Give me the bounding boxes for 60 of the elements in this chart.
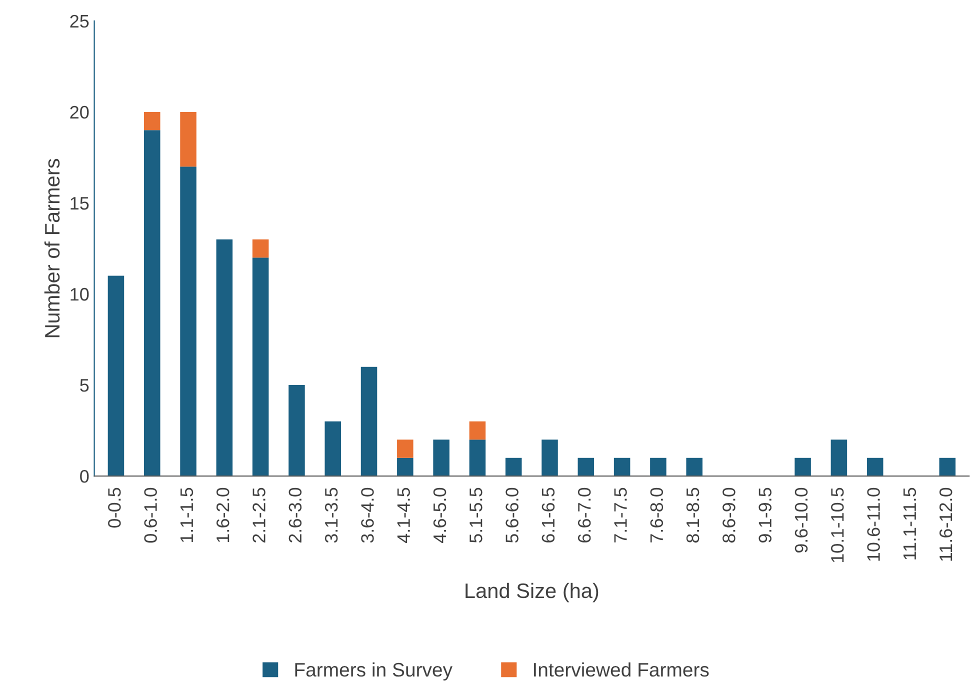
bar	[180, 166, 196, 476]
bar	[144, 112, 160, 130]
x-tick-label: 4.6-5.0	[433, 488, 446, 543]
bar	[216, 239, 233, 476]
x-tick-label: 1.1-1.5	[180, 488, 194, 542]
bar	[505, 458, 522, 476]
bar	[288, 385, 305, 476]
bar	[794, 458, 811, 476]
bar	[324, 421, 341, 476]
bar	[397, 458, 414, 476]
x-axis-title: Land Size (ha)	[466, 582, 598, 602]
x-tick-label: 0.6-1.0	[144, 488, 157, 543]
x-tick-label: 3.1-3.5	[324, 488, 338, 543]
bar	[686, 458, 702, 476]
y-tick-label: 0	[80, 470, 89, 483]
y-tick-label: 20	[70, 106, 89, 119]
x-tick-label: 11.1-11.5	[903, 488, 916, 560]
bar	[542, 440, 558, 476]
x-tick-label: 1.6-2.0	[216, 488, 230, 542]
bar	[252, 258, 269, 476]
x-tick-label: 6.6-7.0	[578, 488, 591, 542]
x-tick-label: 5.1-5.5	[470, 488, 482, 543]
bar	[469, 421, 486, 440]
bar	[180, 112, 196, 167]
y-tick-label: 10	[70, 288, 89, 301]
x-tick-label: 5.6-6.0	[506, 488, 518, 543]
bar	[108, 276, 124, 476]
legend-label: Farmers in Survey	[295, 662, 452, 680]
bar	[650, 458, 666, 476]
y-axis-title: Number of Farmers	[44, 158, 60, 338]
bar	[469, 440, 486, 476]
bar	[866, 458, 884, 476]
y-tick-label: 5	[80, 379, 89, 392]
bar	[252, 239, 269, 258]
x-tick-label: 9.1-9.5	[758, 488, 772, 543]
x-tick-label: 0-0.5	[108, 488, 121, 528]
bar	[578, 458, 594, 476]
legend-label: Interviewed Farmers	[534, 662, 709, 677]
x-tick-label: 2.1-2.5	[252, 488, 266, 542]
bar	[397, 440, 414, 458]
y-tick-label: 15	[70, 197, 89, 210]
x-tick-label: 10.6-11.0	[867, 488, 880, 561]
x-tick-label: 3.6-4.0	[361, 488, 374, 543]
x-tick-label: 11.6-12.0	[939, 488, 952, 561]
x-tick-label: 2.6-3.0	[288, 488, 302, 542]
x-tick-label: 9.6-10.0	[794, 488, 808, 553]
x-tick-label: 8.6-9.0	[722, 488, 736, 543]
bar	[144, 130, 160, 476]
y-tick-label: 25	[70, 14, 89, 28]
x-tick-label: 6.1-6.5	[542, 488, 555, 542]
x-tick-label: 7.6-8.0	[650, 488, 664, 542]
bar	[433, 440, 450, 476]
bar	[360, 366, 378, 476]
x-tick-label: 10.1-10.5	[831, 488, 844, 562]
bar	[830, 440, 848, 476]
bar	[939, 458, 956, 476]
x-tick-label: 8.1-8.5	[686, 488, 700, 543]
x-tick-label: 7.1-7.5	[614, 488, 627, 542]
bar	[614, 458, 630, 476]
x-tick-label: 4.1-4.5	[397, 488, 410, 543]
